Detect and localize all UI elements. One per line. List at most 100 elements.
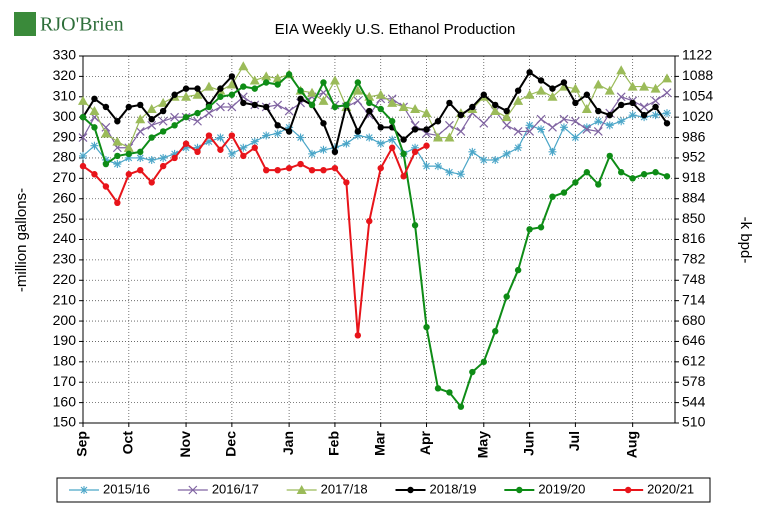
legend-item: 2019/20 bbox=[504, 481, 585, 496]
point bbox=[148, 134, 155, 141]
point bbox=[79, 113, 87, 121]
point bbox=[549, 193, 556, 200]
point bbox=[536, 85, 547, 95]
point bbox=[285, 123, 294, 132]
point bbox=[125, 103, 133, 111]
point bbox=[410, 104, 421, 114]
point bbox=[398, 101, 409, 111]
point bbox=[366, 99, 373, 107]
point bbox=[548, 122, 557, 132]
point bbox=[400, 173, 407, 180]
point bbox=[479, 155, 488, 164]
y-tick-label: 150 bbox=[53, 414, 77, 430]
x-tick-label: Oct bbox=[120, 431, 136, 455]
point bbox=[423, 323, 430, 331]
legend-label: 2016/17 bbox=[212, 481, 259, 496]
point bbox=[537, 224, 545, 231]
point bbox=[446, 99, 453, 107]
legend-marker bbox=[80, 486, 88, 494]
point bbox=[182, 143, 191, 152]
point bbox=[343, 179, 350, 186]
point bbox=[423, 142, 430, 149]
point bbox=[571, 133, 580, 142]
point bbox=[123, 142, 134, 152]
plot-frame bbox=[82, 55, 676, 424]
logo: RJO'Brien bbox=[40, 14, 124, 36]
y2-tick-label: 986 bbox=[682, 128, 706, 144]
point bbox=[297, 87, 304, 94]
point bbox=[136, 153, 145, 162]
y-tick-label: 170 bbox=[53, 373, 77, 389]
y-tick-label: 220 bbox=[53, 271, 77, 287]
point bbox=[411, 148, 419, 156]
point bbox=[181, 91, 192, 101]
x-tick-label: May bbox=[474, 431, 490, 458]
point bbox=[593, 79, 604, 89]
legend-label: 2020/21 bbox=[647, 481, 694, 496]
point bbox=[182, 140, 190, 147]
y2-tick-label: 1122 bbox=[682, 47, 712, 63]
point bbox=[480, 91, 487, 98]
point bbox=[319, 145, 328, 154]
point bbox=[593, 127, 603, 136]
point bbox=[387, 97, 398, 107]
point bbox=[445, 168, 454, 177]
point bbox=[514, 87, 522, 94]
point bbox=[342, 139, 351, 148]
point bbox=[137, 166, 144, 174]
point bbox=[628, 111, 637, 120]
y-axis-label: -million gallons- bbox=[13, 188, 30, 292]
point bbox=[616, 92, 626, 102]
legend-item: 2017/18 bbox=[286, 481, 368, 496]
y2-axis-label: -k bpd- bbox=[737, 217, 754, 264]
point bbox=[227, 149, 236, 158]
x-tick-label: Jun bbox=[520, 431, 536, 456]
legend-label: 2017/18 bbox=[321, 481, 368, 496]
point bbox=[491, 155, 500, 164]
point bbox=[582, 123, 591, 132]
legend-label: 2018/19 bbox=[430, 481, 477, 496]
point bbox=[125, 150, 133, 158]
y-tick-label: 270 bbox=[53, 169, 77, 185]
point bbox=[411, 143, 420, 152]
point bbox=[274, 122, 281, 129]
point bbox=[572, 99, 579, 107]
point bbox=[273, 100, 283, 110]
point bbox=[650, 83, 661, 93]
point bbox=[320, 120, 327, 127]
point bbox=[411, 126, 419, 133]
point bbox=[456, 170, 465, 179]
point bbox=[560, 79, 568, 86]
point bbox=[343, 101, 350, 109]
point bbox=[388, 144, 396, 151]
legend-label: 2019/20 bbox=[538, 481, 585, 496]
logo-icon bbox=[14, 12, 36, 36]
point bbox=[159, 153, 168, 162]
point bbox=[353, 131, 362, 140]
point bbox=[308, 101, 316, 109]
y-tick-label: 310 bbox=[53, 87, 77, 103]
point bbox=[514, 143, 523, 152]
point bbox=[524, 89, 535, 99]
point bbox=[262, 131, 271, 140]
y2-tick-label: 1088 bbox=[682, 67, 713, 83]
point bbox=[352, 85, 363, 95]
point bbox=[158, 116, 168, 126]
point bbox=[503, 293, 510, 300]
point bbox=[422, 162, 431, 171]
point bbox=[411, 222, 419, 229]
point bbox=[112, 136, 123, 146]
point bbox=[261, 71, 272, 81]
point bbox=[273, 129, 282, 138]
point bbox=[91, 95, 98, 103]
point bbox=[354, 332, 362, 339]
point bbox=[572, 179, 579, 186]
point bbox=[101, 155, 110, 164]
x-tick-label: Nov bbox=[177, 431, 193, 458]
point bbox=[193, 143, 202, 152]
point bbox=[284, 106, 294, 116]
point bbox=[354, 79, 362, 86]
point bbox=[353, 96, 363, 106]
legend-item: 2016/17 bbox=[177, 481, 259, 496]
y-tick-label: 250 bbox=[53, 210, 77, 226]
